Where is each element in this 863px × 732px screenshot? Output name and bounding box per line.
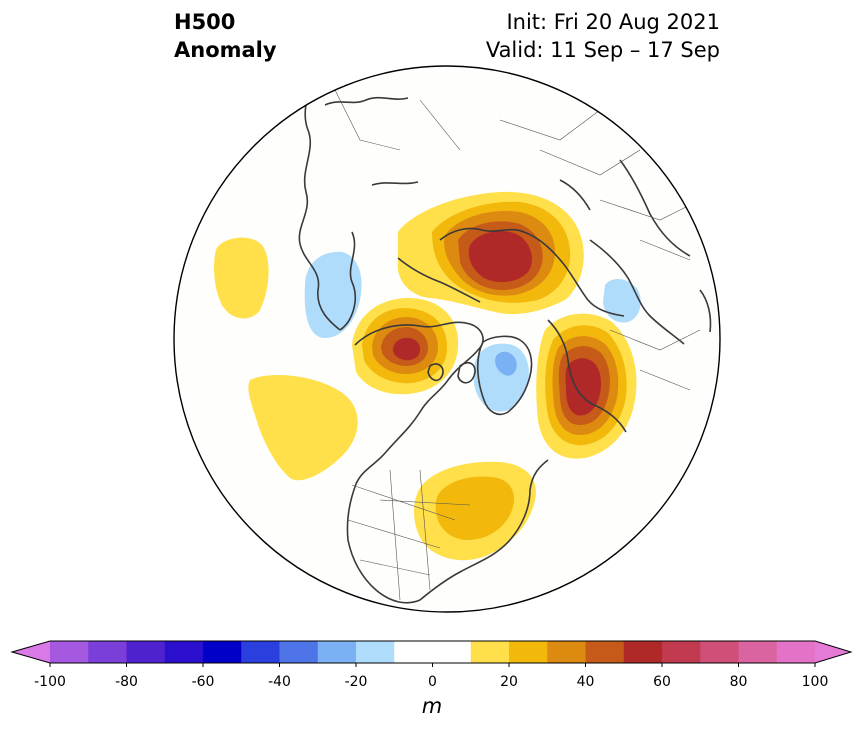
colorbar-units: m (421, 694, 443, 718)
anomaly-field (214, 69, 712, 604)
colorbar-ticks (49, 663, 816, 667)
colorbar-bin (432, 641, 472, 663)
colorbar-tick-label: 80 (729, 674, 748, 690)
colorbar-bins (50, 641, 816, 663)
colorbar-bin (623, 641, 663, 663)
subtropical-pacific-ridge (248, 375, 358, 481)
colorbar-tick-label: 40 (576, 674, 595, 690)
colorbar-bin (164, 641, 204, 663)
colorbar-bin (356, 641, 395, 663)
colorbar-high-extension (815, 641, 851, 663)
colorbar-tick-label: 100 (801, 674, 829, 690)
title-line1: H500 (174, 10, 236, 34)
colorbar-bin (738, 641, 778, 663)
colorbar-tick-label: -60 (191, 674, 215, 690)
map-boundary (173, 65, 721, 613)
colorbar-bin (50, 641, 89, 663)
colorbar-bin (700, 641, 739, 663)
colorbar-tick-label: -40 (268, 674, 291, 690)
colorbar-tick-label: -20 (344, 674, 368, 690)
colorbar-tick-label: 20 (500, 674, 518, 690)
colorbar-tick-label: 0 (428, 674, 437, 690)
greenland-trough (473, 343, 529, 412)
colorbar-bin (547, 641, 586, 663)
north-pacific-ridge (214, 237, 269, 319)
colorbar-bin (241, 641, 280, 663)
forecast-info: Init: Fri 20 Aug 2021 Valid: 11 Sep – 17… (486, 8, 720, 64)
valid-period: Valid: 11 Sep – 17 Sep (485, 38, 720, 62)
colorbar-tick-label: 60 (653, 674, 671, 690)
japan-trough (304, 251, 362, 338)
coastlines (298, 69, 712, 604)
colorbar-tick-label: -100 (34, 674, 66, 690)
colorbar-bin (279, 641, 319, 663)
colorbar-low-extension (12, 641, 50, 663)
colorbar-bin (88, 641, 127, 663)
colorbar-bin (470, 641, 510, 663)
colorbar-bin (776, 641, 816, 663)
init-date: Init: Fri 20 Aug 2021 (506, 10, 720, 34)
colorbar-bin (509, 641, 548, 663)
colorbar-bin (203, 641, 242, 663)
colorbar-tick-label: -80 (115, 674, 138, 690)
chart-title: H500 Anomaly (174, 8, 277, 64)
colorbar-bin (662, 641, 701, 663)
caspian-trough (603, 278, 641, 323)
eastern-europe-ridge (536, 313, 637, 459)
colorbar-bin (394, 641, 433, 663)
title-line2: Anomaly (174, 38, 277, 62)
colorbar-bin (585, 641, 625, 663)
colorbar-bin (317, 641, 357, 663)
colorbar-bin (126, 641, 166, 663)
eastern-north-america-ridge (413, 461, 536, 561)
